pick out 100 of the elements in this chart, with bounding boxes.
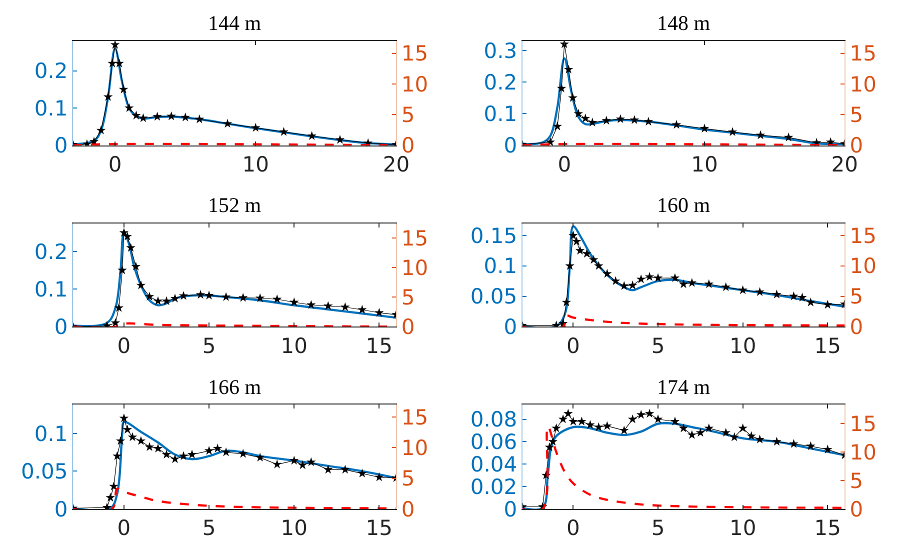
point — [628, 280, 638, 290]
point — [704, 279, 714, 288]
y-tick-label: 0.2 — [484, 70, 518, 94]
chart-title: 160 m — [657, 193, 710, 217]
point — [670, 416, 680, 426]
point — [678, 423, 688, 432]
point — [194, 114, 204, 124]
point — [255, 293, 265, 302]
point — [187, 450, 197, 459]
x-tick-label: 10 — [729, 334, 756, 358]
point — [110, 41, 120, 49]
point — [374, 308, 384, 317]
point — [644, 116, 654, 126]
chart-title: 144 m — [208, 11, 262, 35]
point — [170, 454, 180, 464]
point — [772, 290, 782, 298]
y2-tick-label: 0 — [401, 497, 415, 522]
point — [672, 120, 682, 129]
y2-tick-label: 15 — [850, 412, 877, 436]
point — [772, 436, 782, 446]
point — [279, 127, 288, 136]
y-tick-label: 0 — [54, 134, 68, 158]
y-tick-label: 0.1 — [34, 422, 68, 446]
point — [756, 130, 766, 140]
point — [738, 285, 748, 294]
y-tick-label: 0.05 — [470, 284, 518, 309]
line-series — [522, 314, 845, 327]
x-tick-label: 15 — [814, 516, 842, 540]
point — [822, 444, 832, 454]
point — [586, 420, 595, 429]
y2-tick-label: 10 — [850, 440, 877, 464]
point — [552, 121, 562, 130]
point — [196, 290, 206, 299]
y-tick-label: 0.08 — [470, 408, 518, 432]
point — [556, 84, 566, 92]
point — [340, 464, 350, 474]
point — [588, 254, 598, 264]
point — [619, 426, 629, 434]
point — [122, 424, 132, 434]
point — [114, 302, 124, 312]
point — [653, 273, 663, 282]
point — [721, 282, 731, 292]
point — [162, 450, 172, 459]
point — [114, 58, 124, 68]
point — [221, 292, 231, 301]
point — [144, 442, 154, 451]
point — [687, 278, 697, 287]
y2-tick-label: 15 — [401, 226, 428, 250]
point — [180, 112, 190, 122]
x-tick-label: 5 — [651, 334, 665, 358]
point — [306, 457, 316, 466]
point — [307, 131, 317, 140]
x-tick-label: 0 — [566, 516, 580, 540]
y2-tick-label: 5 — [401, 102, 415, 127]
point — [221, 447, 231, 456]
x-tick-label: 10 — [280, 334, 308, 358]
point — [582, 248, 592, 258]
y2-tick-label: 15 — [401, 42, 428, 66]
y2-tick-label: 10 — [850, 254, 877, 278]
point — [789, 439, 798, 448]
point — [119, 413, 129, 422]
point — [696, 428, 706, 437]
point — [572, 236, 582, 246]
y2-tick-label: 0 — [850, 315, 864, 340]
point — [323, 464, 333, 474]
point — [628, 414, 638, 424]
point — [568, 416, 578, 426]
point — [131, 262, 141, 271]
x-tick-label: 10 — [242, 152, 270, 177]
y2-tick-label: 10 — [850, 72, 877, 96]
point — [670, 273, 680, 282]
point — [687, 430, 697, 439]
point — [704, 423, 714, 432]
point — [103, 92, 113, 101]
y-tick-label: 0 — [54, 315, 68, 340]
y-tick-label: 0 — [504, 134, 518, 158]
y-tick-label: 0.05 — [20, 460, 68, 484]
point — [602, 268, 612, 278]
y2-tick-label: 5 — [401, 466, 415, 491]
y-tick-label: 0.2 — [34, 59, 68, 84]
y-tick-label: 0.3 — [484, 38, 518, 63]
point — [568, 230, 578, 240]
point — [96, 126, 106, 134]
y2-tick-label: 5 — [850, 468, 864, 493]
point — [594, 260, 604, 270]
x-tick-label: 10 — [691, 152, 718, 177]
line-series — [522, 41, 845, 146]
y-tick-label: 0.1 — [484, 254, 518, 278]
point — [238, 292, 248, 302]
y2-tick-label: 5 — [850, 102, 864, 127]
point — [728, 127, 738, 136]
point — [122, 232, 132, 240]
point — [306, 300, 316, 309]
point — [272, 294, 282, 304]
y-tick-label: 0.1 — [484, 102, 518, 126]
point — [153, 296, 163, 306]
point — [136, 280, 146, 290]
y-tick-label: 0 — [54, 497, 68, 522]
point — [548, 436, 558, 446]
point — [335, 134, 345, 144]
